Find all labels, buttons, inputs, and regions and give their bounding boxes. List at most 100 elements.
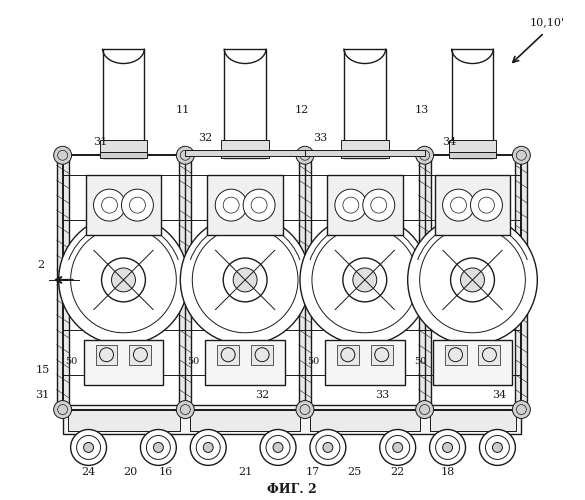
Circle shape: [443, 442, 453, 452]
Text: 11: 11: [175, 106, 190, 116]
Circle shape: [233, 268, 257, 292]
Circle shape: [416, 146, 433, 164]
Bar: [452, 48, 493, 158]
Bar: [221, 140, 269, 152]
Circle shape: [260, 430, 296, 466]
Circle shape: [353, 268, 377, 292]
Bar: [371, 344, 393, 364]
Circle shape: [460, 268, 484, 292]
Text: 34: 34: [442, 138, 457, 147]
Text: 18: 18: [441, 468, 455, 477]
Bar: [95, 344, 118, 364]
Circle shape: [416, 400, 433, 418]
Circle shape: [190, 430, 226, 466]
Circle shape: [122, 189, 153, 221]
Text: 10,10': 10,10': [530, 18, 565, 28]
Text: 50: 50: [415, 357, 427, 366]
Bar: [327, 175, 402, 235]
Bar: [106, 48, 140, 158]
Bar: [341, 140, 388, 152]
Circle shape: [512, 400, 531, 418]
Circle shape: [393, 442, 402, 452]
Bar: [299, 156, 311, 410]
Circle shape: [112, 268, 136, 292]
Circle shape: [443, 189, 474, 221]
Circle shape: [470, 189, 503, 221]
Bar: [515, 156, 527, 410]
Circle shape: [363, 189, 395, 221]
Circle shape: [296, 400, 314, 418]
Bar: [57, 156, 68, 410]
Bar: [515, 156, 527, 410]
Bar: [99, 140, 147, 152]
Bar: [344, 48, 386, 158]
Bar: [251, 344, 273, 364]
Text: 24: 24: [81, 468, 96, 477]
Bar: [99, 152, 147, 158]
Bar: [419, 156, 431, 410]
Circle shape: [243, 189, 275, 221]
Text: 50: 50: [66, 357, 78, 366]
Text: 32: 32: [198, 134, 212, 143]
Text: ФИГ. 2: ФИГ. 2: [267, 483, 317, 496]
Bar: [63, 404, 521, 434]
Circle shape: [54, 400, 71, 418]
Circle shape: [408, 215, 537, 344]
Circle shape: [323, 442, 333, 452]
Circle shape: [176, 400, 194, 418]
Bar: [299, 156, 311, 410]
Circle shape: [300, 215, 429, 344]
Bar: [479, 344, 500, 364]
Bar: [419, 156, 431, 410]
Text: 50: 50: [307, 357, 319, 366]
Bar: [456, 48, 490, 158]
Circle shape: [203, 442, 213, 452]
Bar: [57, 156, 68, 410]
Bar: [207, 175, 283, 235]
Text: 15: 15: [36, 364, 50, 374]
Circle shape: [54, 146, 71, 164]
Text: 33: 33: [374, 390, 389, 400]
Bar: [185, 150, 305, 156]
Bar: [84, 340, 163, 384]
Circle shape: [153, 442, 163, 452]
Bar: [180, 156, 191, 410]
Bar: [63, 156, 521, 410]
Bar: [449, 140, 497, 152]
Bar: [221, 152, 269, 158]
Bar: [341, 152, 388, 158]
Bar: [305, 150, 425, 156]
Circle shape: [180, 215, 310, 344]
Text: 22: 22: [391, 468, 405, 477]
Circle shape: [58, 215, 188, 344]
Bar: [449, 152, 497, 158]
Text: 31: 31: [36, 390, 50, 400]
Text: 2: 2: [37, 260, 44, 270]
Text: 33: 33: [313, 134, 327, 143]
Bar: [102, 48, 144, 158]
Circle shape: [84, 442, 94, 452]
Bar: [348, 48, 382, 158]
Circle shape: [380, 430, 416, 466]
Bar: [224, 48, 266, 158]
Bar: [325, 340, 405, 384]
Bar: [129, 344, 152, 364]
Text: 34: 34: [493, 390, 507, 400]
Text: 17: 17: [306, 468, 320, 477]
Text: 31: 31: [94, 138, 108, 147]
Text: 25: 25: [347, 468, 362, 477]
Circle shape: [94, 189, 125, 221]
Circle shape: [310, 430, 346, 466]
Bar: [435, 175, 510, 235]
Circle shape: [296, 146, 314, 164]
Circle shape: [273, 442, 283, 452]
Text: 50: 50: [187, 357, 199, 366]
Text: 20: 20: [123, 468, 137, 477]
Circle shape: [480, 430, 515, 466]
Bar: [337, 344, 359, 364]
Bar: [445, 344, 466, 364]
Bar: [68, 410, 180, 432]
Bar: [228, 48, 262, 158]
Bar: [85, 175, 161, 235]
Bar: [217, 344, 239, 364]
